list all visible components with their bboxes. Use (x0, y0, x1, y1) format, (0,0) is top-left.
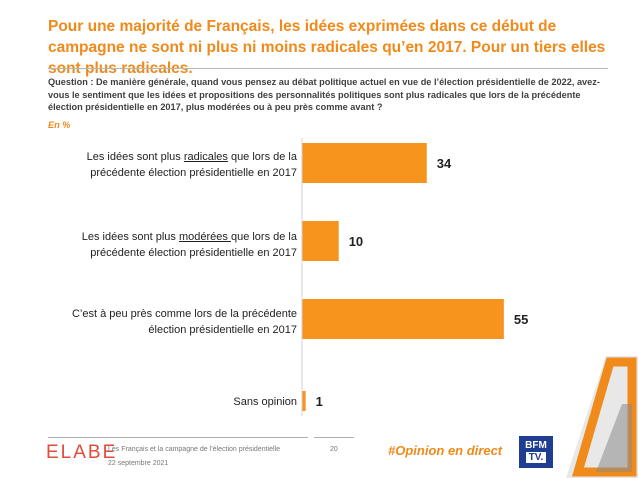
label-text: que lors de la précédente élection prési… (90, 151, 297, 179)
decorative-triangle-icon (566, 356, 638, 478)
bar-moderees (302, 221, 339, 261)
footer-divider (48, 437, 308, 438)
bar-comme-avant (302, 299, 504, 339)
category-label-comme-avant: C’est à peu près comme lors de la précéd… (71, 308, 297, 336)
bar-radicales (302, 143, 427, 183)
hashtag: #Opinion en direct (388, 443, 503, 458)
elabe-logo: ELABE (46, 442, 118, 463)
unit-note: En % (48, 120, 71, 130)
label-text: que lors de la précédente élection prési… (90, 231, 297, 259)
category-label-moderees: Les idées sont plus modérées que lors de… (37, 229, 297, 261)
data-label-radicales: 34 (437, 156, 452, 171)
data-label-sans-opinion: 1 (316, 394, 323, 409)
survey-question: Question : De manière générale, quand vo… (48, 77, 600, 112)
category-label-radicales: Les idées sont plus radicales que lors d… (37, 149, 297, 181)
label-emphasis: radicales (183, 151, 228, 163)
bfmtv-logo: BFM TV. (519, 436, 553, 468)
footer-date: 22 septembre 2021 (108, 460, 169, 467)
page-number: 20 (330, 446, 338, 453)
footer-divider (314, 437, 354, 438)
label-emphasis: modérées (178, 231, 231, 243)
tv-text: TV. (525, 452, 547, 463)
data-label-comme-avant: 55 (514, 312, 528, 327)
label-text: Les idées sont plus (86, 151, 184, 163)
data-label-moderees: 10 (349, 234, 363, 249)
bfm-text: BFM (525, 440, 547, 451)
bar-sans-opinion (302, 391, 306, 411)
label-text: Les idées sont plus (81, 231, 179, 243)
title-divider (48, 68, 608, 69)
category-label-sans-opinion: Sans opinion (233, 396, 297, 408)
page-title: Pour une majorité de Français, les idées… (48, 18, 606, 77)
footer-source: Les Français et la campagne de l’électio… (108, 446, 280, 453)
